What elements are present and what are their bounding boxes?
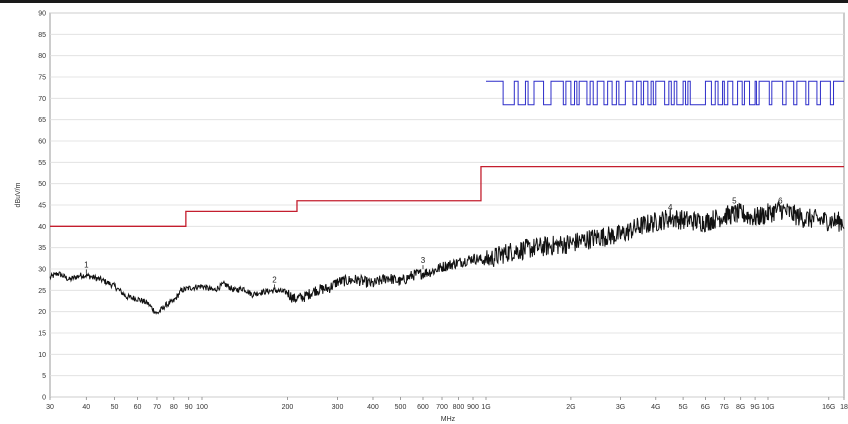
y-tick-labels: 0 5 10 15 20 25 30 35 40 45 50 55 60 65 70 75 80 85 90 xyxy=(38,11,46,402)
x-tick-label: 800 xyxy=(453,404,465,411)
x-tick-labels: 30 40 50 60 70 80 90 100 200 300 400 500 600 700 800 90… xyxy=(46,404,848,411)
y-axis-label: dBuV/m xyxy=(15,182,22,207)
x-tick-label: 70 xyxy=(153,404,161,411)
marker-label: 1 xyxy=(84,260,89,269)
x-tick-label: 400 xyxy=(367,404,379,411)
x-tick-label: 3G xyxy=(616,404,625,411)
x-tick-label: 500 xyxy=(395,404,407,411)
limit-line xyxy=(50,165,844,227)
marker-label: 3 xyxy=(421,256,426,265)
markers: 1 2 3 4 5 6 xyxy=(84,196,783,289)
y-tick-label: 5 xyxy=(42,373,46,380)
x-tick-label: 700 xyxy=(436,404,448,411)
y-tick-label: 85 xyxy=(38,32,46,39)
x-tick-label: 6G xyxy=(701,404,710,411)
top-border xyxy=(0,0,848,3)
x-tick-label: 600 xyxy=(417,404,429,411)
x-axis-label: MHz xyxy=(441,416,456,423)
marker-label: 6 xyxy=(778,196,783,205)
x-tick-label: 50 xyxy=(111,404,119,411)
y-tick-label: 25 xyxy=(38,288,46,295)
x-tick-label: 10G xyxy=(761,404,774,411)
x-tick-label: 8G xyxy=(736,404,745,411)
x-tick-label: 300 xyxy=(332,404,344,411)
x-tick-label: 200 xyxy=(282,404,294,411)
y-tick-label: 60 xyxy=(38,139,46,146)
y-tick-label: 45 xyxy=(38,203,46,210)
y-tick-label: 0 xyxy=(42,395,46,402)
x-tick-label: 2G xyxy=(566,404,575,411)
x-tick-label: 4G xyxy=(651,404,660,411)
x-tick-label: 100 xyxy=(196,404,208,411)
y-tick-label: 55 xyxy=(38,160,46,167)
x-tick-label: 16G xyxy=(822,404,835,411)
x-tick-label: 1G xyxy=(481,404,490,411)
marker-label: 5 xyxy=(732,196,737,205)
marker-label: 4 xyxy=(668,203,673,212)
y-tick-label: 70 xyxy=(38,96,46,103)
x-tick-label: 18 xyxy=(840,404,848,411)
x-tick-label: 80 xyxy=(170,404,178,411)
x-tick-label: 30 xyxy=(46,404,54,411)
y-tick-label: 15 xyxy=(38,331,46,338)
y-tick-label: 10 xyxy=(38,352,46,359)
x-tick-label: 5G xyxy=(678,404,687,411)
y-tick-label: 75 xyxy=(38,75,46,82)
y-tick-label: 30 xyxy=(38,267,46,274)
switching-trace xyxy=(486,80,844,106)
x-tick-label: 900 xyxy=(467,404,479,411)
y-tick-label: 90 xyxy=(38,11,46,18)
x-tick-label: 9G xyxy=(750,404,759,411)
x-tick-label: 7G xyxy=(720,404,729,411)
series xyxy=(49,80,845,315)
x-tick-label: 90 xyxy=(185,404,193,411)
x-tick-label: 40 xyxy=(82,404,90,411)
y-tick-label: 35 xyxy=(38,245,46,252)
y-tick-label: 40 xyxy=(38,224,46,231)
marker-label: 2 xyxy=(272,275,277,284)
y-tick-label: 20 xyxy=(38,309,46,316)
y-tick-label: 65 xyxy=(38,117,46,124)
y-tick-label: 80 xyxy=(38,53,46,60)
x-tick-label: 60 xyxy=(134,404,142,411)
measured-trace xyxy=(49,200,845,315)
y-tick-label: 50 xyxy=(38,181,46,188)
